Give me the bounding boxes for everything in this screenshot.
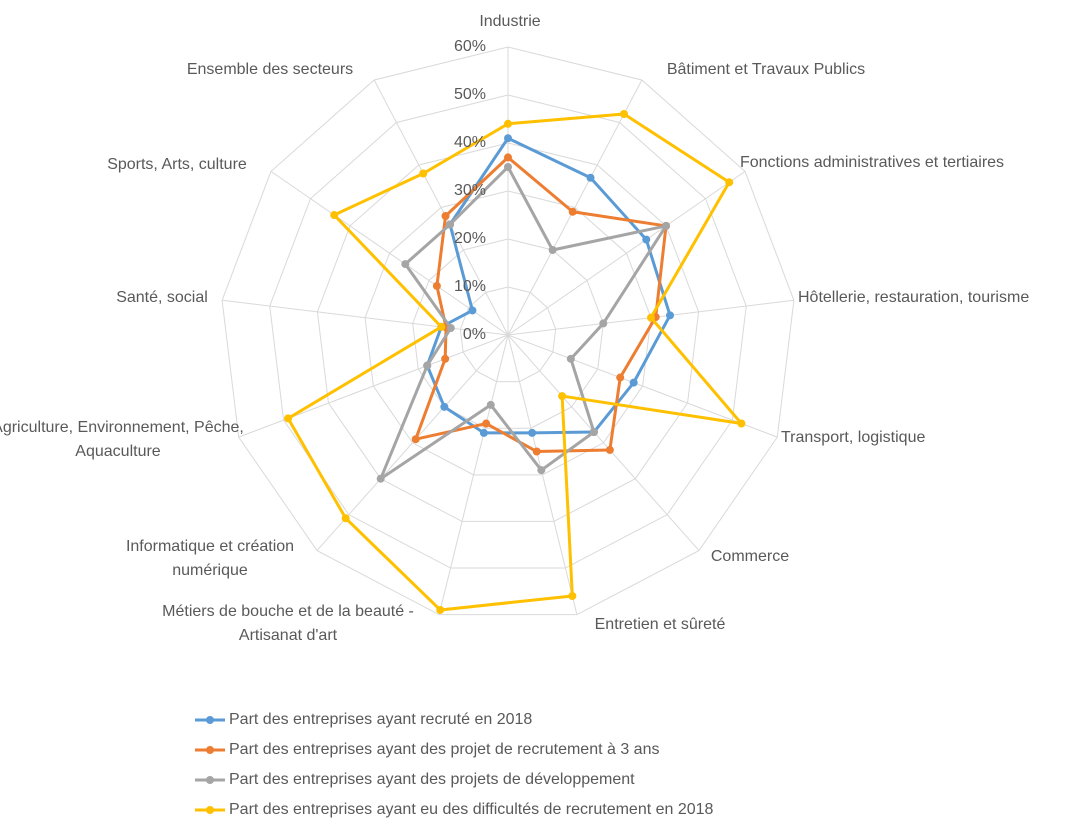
category-label: Hôtellerie, restauration, tourisme [798, 289, 1030, 306]
marker [330, 211, 339, 220]
category-label: Informatique et création numérique [125, 538, 295, 579]
marker [441, 211, 450, 220]
legend-label: Part des entreprises ayant des projet de… [229, 741, 659, 758]
spoke [507, 334, 700, 551]
marker [419, 169, 428, 178]
grid-ring [269, 94, 747, 569]
marker [629, 378, 638, 387]
marker [446, 324, 455, 333]
marker [537, 466, 546, 475]
tick-label: 10% [454, 278, 486, 295]
spoke [222, 299, 509, 336]
series-line [286, 112, 743, 612]
category-label: Santé, social [116, 289, 208, 306]
legend-label: Part des entreprises ayant eu des diffic… [229, 801, 714, 818]
category-label: Agriculture, Environnement, Pêche, Aquac… [0, 419, 244, 460]
category-label: Entretien et sûreté [594, 616, 726, 633]
marker [568, 207, 577, 216]
marker [589, 428, 598, 437]
marker [482, 419, 491, 428]
marker [586, 173, 595, 182]
spoke [507, 79, 643, 336]
spoke [507, 170, 746, 336]
marker [437, 322, 446, 331]
tick-label: 50% [454, 86, 486, 103]
marker [646, 313, 655, 322]
category-label: Bâtiment et Travaux Publics [666, 61, 866, 78]
marker [532, 447, 541, 456]
tick-label: 40% [454, 134, 486, 151]
marker [284, 414, 293, 423]
category-label: Fonctions administratives et tertiaires [739, 154, 1005, 171]
marker [504, 153, 512, 162]
marker [440, 402, 449, 411]
spoke [507, 334, 778, 438]
series-line [379, 165, 668, 481]
marker [441, 354, 450, 363]
marker [725, 178, 734, 187]
marker [504, 163, 512, 171]
grid-ring [221, 46, 795, 616]
marker [568, 591, 577, 600]
marker [446, 220, 455, 229]
marker [411, 435, 420, 444]
spoke [316, 334, 509, 551]
marker [737, 419, 746, 428]
marker [642, 235, 651, 244]
marker [566, 354, 575, 363]
grid-ring [364, 190, 652, 476]
spoke [270, 170, 509, 336]
grid-ring [459, 286, 557, 383]
marker [558, 392, 567, 401]
marker [479, 428, 488, 437]
legend-marker [206, 716, 214, 724]
marker [662, 221, 671, 230]
tick-label: 20% [454, 230, 486, 247]
spoke [373, 79, 509, 336]
marker [548, 245, 557, 254]
tick-label: 30% [454, 182, 486, 199]
category-label: Industrie [479, 13, 541, 30]
marker [616, 373, 625, 382]
tick-label: 60% [454, 38, 486, 55]
category-label: Sports, Arts, culture [107, 156, 247, 173]
spoke [438, 334, 509, 615]
marker [486, 400, 495, 409]
legend-marker [206, 746, 214, 754]
marker [376, 474, 385, 483]
series-line [414, 155, 668, 454]
grid-ring [316, 142, 700, 522]
marker [341, 514, 350, 523]
marker [599, 319, 608, 328]
category-label: Transport, logistique [781, 429, 926, 446]
spoke [507, 334, 578, 615]
legend-label: Part des entreprises ayant recruté en 20… [229, 711, 532, 728]
legend-marker [206, 806, 214, 814]
marker [504, 119, 512, 128]
spoke [238, 334, 509, 438]
marker [468, 306, 477, 315]
category-label: Métiers de bouche et de la beauté - Arti… [162, 603, 414, 644]
marker [504, 134, 512, 143]
marker [619, 109, 628, 118]
marker [605, 445, 614, 454]
marker [423, 361, 432, 370]
marker [401, 260, 410, 269]
marker [666, 311, 675, 320]
marker [432, 281, 441, 290]
marker [528, 428, 537, 437]
category-label: Ensemble des secteurs [186, 61, 354, 78]
marker [436, 605, 445, 614]
tick-label: 0% [463, 326, 486, 343]
category-label: Commerce [710, 548, 790, 565]
legend-marker [206, 776, 214, 784]
legend-label: Part des entreprises ayant des projets d… [229, 771, 635, 788]
